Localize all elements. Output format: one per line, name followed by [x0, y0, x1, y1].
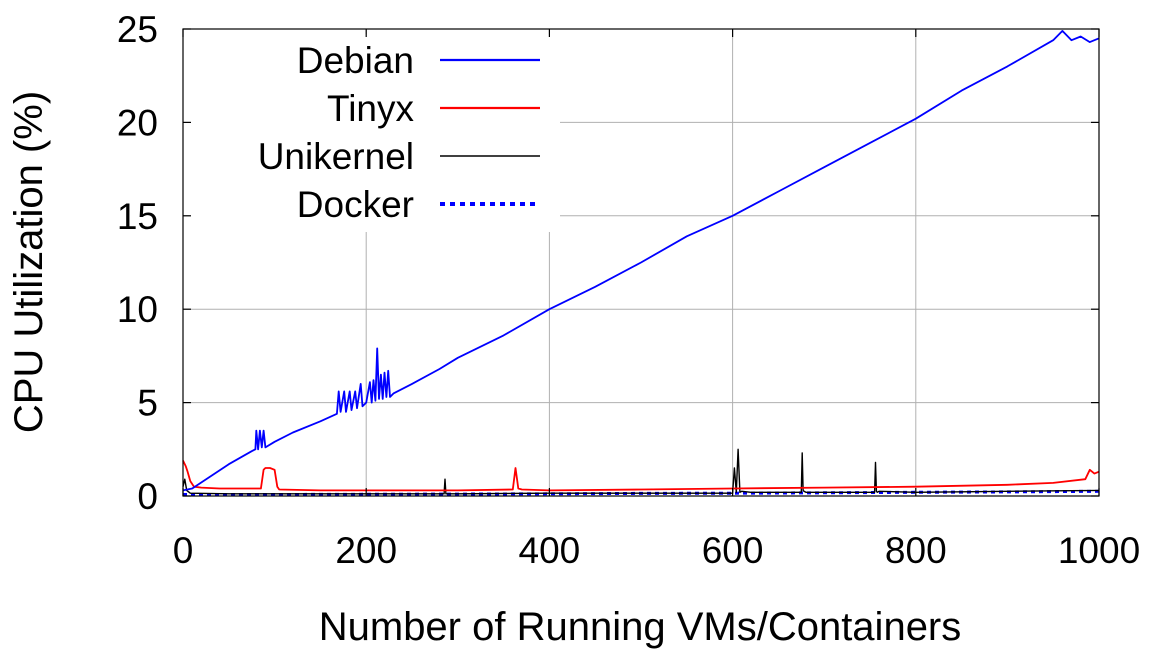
legend: Debian Tinyx Unikernel Docker [190, 34, 560, 232]
y-tick-label: 20 [117, 102, 158, 143]
series-line-debian [182, 30, 1100, 492]
ticks: 0 200 400 600 800 1000 0 5 10 15 20 25 [117, 9, 1140, 571]
plot-frame [182, 28, 1100, 497]
legend-label-debian: Debian [297, 40, 414, 81]
x-axis-label: Number of Running VMs/Containers [319, 605, 962, 649]
y-tick-label: 0 [137, 476, 158, 517]
x-tick-label: 0 [173, 530, 194, 571]
x-tick-label: 600 [702, 530, 764, 571]
x-tick-label: 400 [519, 530, 581, 571]
legend-label-unikernel: Unikernel [258, 136, 414, 177]
x-tick-label: 200 [335, 530, 397, 571]
series-layer [182, 30, 1100, 496]
series-line-tinyx [182, 460, 1100, 492]
legend-label-docker: Docker [297, 184, 414, 225]
x-tick-label: 1000 [1058, 530, 1140, 571]
y-tick-label: 25 [117, 9, 158, 50]
legend-background [190, 34, 560, 232]
x-tick-label: 800 [885, 530, 947, 571]
y-tick-label: 10 [117, 289, 158, 330]
legend-label-tinyx: Tinyx [327, 88, 415, 129]
y-axis-label: CPU Utilization (%) [7, 91, 51, 433]
y-tick-label: 15 [117, 196, 158, 237]
series-line-unikernel [182, 448, 1100, 495]
y-tick-label: 5 [137, 383, 158, 424]
